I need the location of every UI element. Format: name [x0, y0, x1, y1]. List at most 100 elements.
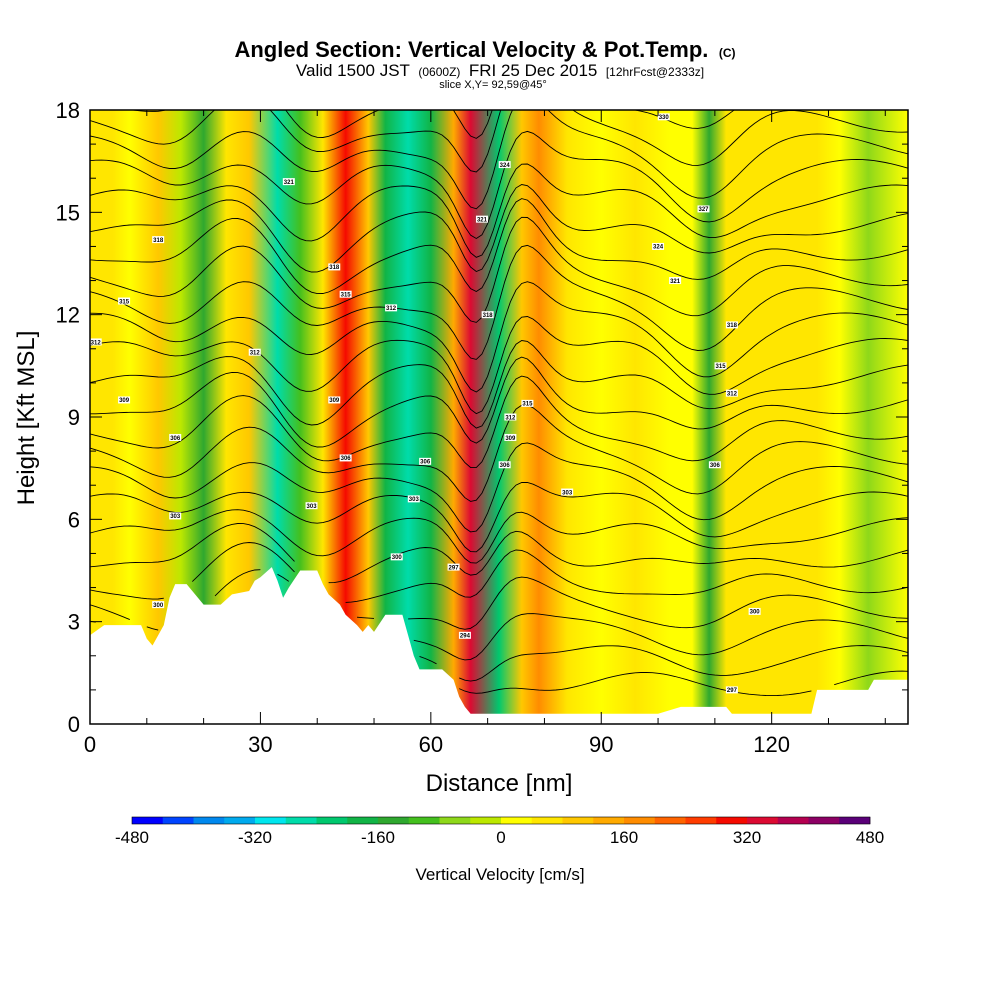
y-tick-label: 9 — [68, 405, 80, 430]
theta-contour — [90, 482, 908, 553]
contour-label: 312 — [385, 304, 398, 312]
colorbar-swatch — [716, 817, 748, 824]
svg-text:294: 294 — [460, 634, 471, 640]
svg-text:309: 309 — [505, 436, 516, 442]
terrain — [90, 567, 908, 724]
svg-text:318: 318 — [483, 313, 494, 319]
colorbar-swatch — [777, 817, 809, 824]
contour-label: 321 — [282, 178, 295, 186]
contour-label: 327 — [697, 205, 710, 213]
contour-label: 306 — [419, 457, 432, 466]
svg-text:312: 312 — [250, 350, 261, 356]
colorbar-swatch — [470, 817, 502, 824]
colorbar-swatch — [531, 817, 563, 824]
theta-contour — [90, 281, 908, 393]
colorbar-swatch — [562, 817, 594, 824]
contour-label: 303 — [561, 488, 574, 496]
valid-date: FRI 25 Dec 2015 — [469, 61, 598, 80]
contour-label: 303 — [305, 502, 318, 510]
svg-text:297: 297 — [449, 565, 460, 571]
svg-text:312: 312 — [91, 340, 102, 346]
contour-label: 324 — [498, 161, 511, 169]
theta-contour — [90, 442, 908, 533]
svg-text:306: 306 — [170, 436, 181, 442]
svg-text:315: 315 — [341, 293, 352, 299]
contour-label: 300 — [152, 601, 165, 609]
slice-info: slice X,Y= 92,59@45° — [439, 79, 547, 91]
svg-text:312: 312 — [386, 306, 397, 312]
colorbar-tick-label: -320 — [238, 828, 272, 847]
theta-contour — [90, 198, 908, 295]
contour-label: 306 — [339, 454, 352, 462]
theta-contour — [90, 110, 908, 173]
theta-contour — [90, 340, 908, 429]
svg-text:330: 330 — [659, 115, 670, 121]
contour-label: 318 — [725, 321, 738, 329]
theta-contour — [90, 244, 908, 360]
contour-label: 297 — [725, 686, 738, 694]
contour-label: 318 — [481, 311, 494, 319]
svg-text:318: 318 — [329, 265, 340, 271]
colorbar-tick-label: 160 — [610, 828, 638, 847]
contour-label: 309 — [328, 396, 341, 404]
svg-text:318: 318 — [727, 323, 738, 329]
contour-label: 324 — [652, 242, 665, 251]
svg-text:318: 318 — [153, 238, 164, 244]
x-tick-label: 0 — [84, 732, 96, 757]
theta-contour — [90, 375, 908, 469]
colorbar-ticks: -480 -320 -160 0 160 320 480 — [115, 828, 884, 847]
contour-labels: 312 315 318 321 309 306 303 300 312 318 315 309 306 3… — [90, 113, 761, 694]
theta-contour — [90, 184, 908, 273]
svg-text:303: 303 — [409, 497, 420, 503]
theta-contour — [90, 110, 908, 210]
colorbar-swatch — [285, 817, 317, 824]
y-tick-label: 0 — [68, 712, 80, 737]
colorbar — [131, 816, 871, 825]
svg-text:309: 309 — [119, 398, 130, 404]
colorbar-tick-label: 480 — [856, 828, 884, 847]
theta-contour — [90, 316, 908, 415]
y-tick-label: 15 — [56, 200, 80, 225]
contour-label: 300 — [390, 553, 403, 561]
theta-contour — [90, 404, 908, 502]
svg-text:315: 315 — [119, 299, 130, 305]
x-tick-label: 30 — [248, 732, 272, 757]
contour-label: 312 — [504, 413, 517, 421]
svg-text:297: 297 — [727, 688, 738, 694]
contour-label: 294 — [458, 631, 471, 640]
svg-text:306: 306 — [420, 460, 431, 466]
potential-temperature-contours — [90, 110, 908, 697]
svg-text:306: 306 — [500, 463, 511, 469]
contour-label: 315 — [118, 297, 131, 305]
theta-contour — [90, 509, 908, 564]
colorbar-swatch — [439, 817, 471, 824]
svg-text:303: 303 — [170, 514, 181, 520]
colorbar-frame — [131, 816, 871, 825]
x-axis-label: Distance [nm] — [426, 770, 573, 797]
colorbar-swatch — [501, 817, 533, 824]
x-tick-label: 90 — [589, 732, 613, 757]
colorbar-swatch — [624, 817, 656, 824]
theta-contour — [90, 163, 908, 258]
chart-title-unit: (C) — [719, 46, 736, 60]
svg-text:303: 303 — [307, 504, 318, 510]
forecast-note: [12hrFcst@2333z] — [606, 65, 704, 79]
contour-label: 306 — [708, 461, 721, 469]
svg-text:312: 312 — [505, 415, 516, 421]
plot-area: 312 315 318 321 309 306 303 300 312 318 315 309 306 3… — [90, 110, 908, 724]
contour-label: 309 — [118, 396, 131, 404]
theta-contour — [459, 670, 908, 697]
colorbar-swatch — [193, 817, 225, 824]
x-tick-label: 120 — [753, 732, 790, 757]
colorbar-swatch — [316, 817, 348, 824]
chart-title: Angled Section: Vertical Velocity & Pot.… — [234, 37, 735, 62]
svg-text:321: 321 — [670, 279, 681, 285]
y-tick-label: 18 — [56, 98, 80, 123]
svg-text:324: 324 — [653, 245, 664, 251]
contour-label: 303 — [169, 512, 182, 520]
colorbar-swatch — [255, 817, 287, 824]
svg-text:306: 306 — [341, 456, 352, 462]
colorbar-swatch — [747, 817, 779, 824]
y-tick-label: 3 — [68, 610, 80, 635]
colorbar-swatch — [132, 817, 164, 824]
